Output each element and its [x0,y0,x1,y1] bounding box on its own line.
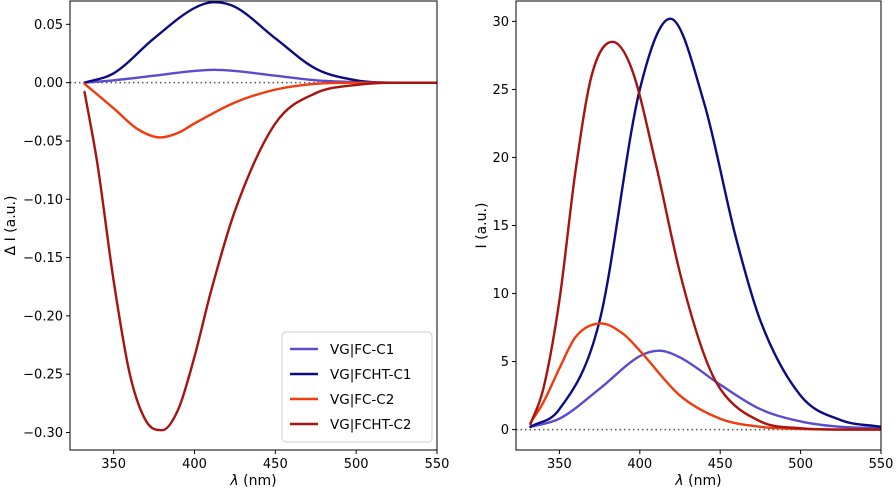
y-tick-label: 0.00 [34,76,63,91]
y-tick-label: −0.05 [23,134,63,149]
left-plot-panel: 350 400 450 500 550 0.05 0.00 −0.05 −0.10 −0.15 −0… [3,0,450,489]
y-tick-label: 5 [501,355,509,370]
axes-frame [69,0,438,451]
x-tick-label: 500 [344,457,369,472]
axes-frame [515,0,882,451]
x-tick-label: 450 [708,457,733,472]
y-tick-label: −0.30 [23,426,63,441]
x-tick-label: 400 [627,457,652,472]
x-tick-label: 350 [547,457,572,472]
x-tick-label: 400 [182,457,207,472]
y-tick-label: 15 [492,219,509,234]
legend-label-vg-fcht-c2: VG|FCHT-C2 [330,417,411,433]
y-tick-label: −0.10 [23,193,63,208]
y-tick-label: −0.20 [23,309,63,324]
x-tick-label: 450 [263,457,288,472]
y-tick-label: −0.25 [23,368,63,383]
legend-box [281,331,433,443]
x-tick-label: 550 [425,457,450,472]
x-tick-label: 550 [869,457,894,472]
series-line-vg-fcht-c1 [529,17,881,429]
y-tick-label: 10 [492,287,509,302]
x-tick-label: 350 [101,457,126,472]
x-axis-label: λ (nm) [229,473,276,489]
legend-label-vg-fcht-c1: VG|FCHT-C1 [330,367,411,383]
series-line-vg-fcht-c1 [83,1,437,84]
y-tick-label: 30 [492,15,509,30]
y-tick-label: −0.15 [23,251,63,266]
y-axis-label: I (a.u.) [474,203,490,249]
y-tick-label: 25 [492,83,509,98]
series-line-vg-fc-c2 [529,322,881,431]
right-plot-panel: 350 400 450 500 550 0 5 10 15 20 25 30 λ (nm) I (a.u.… [474,0,894,489]
legend-label-vg-fc-c1: VG|FC-C1 [330,342,394,358]
y-tick-label: 20 [492,151,509,166]
series-line-vg-fcht-c2 [83,81,437,432]
series-line-vg-fc-c1 [529,349,881,430]
series-line-vg-fc-c2 [83,81,437,139]
legend-label-vg-fc-c2: VG|FC-C2 [330,392,394,408]
x-axis-label: λ (nm) [674,473,721,489]
x-tick-label: 500 [788,457,813,472]
y-tick-label: 0 [501,423,509,438]
y-tick-label: 0.05 [34,18,63,33]
legend: VG|FC-C1 VG|FCHT-C1 VG|FC-C2 VG|FCHT-C2 [281,331,433,443]
series-line-vg-fcht-c2 [529,40,881,431]
y-axis-label: Δ I (a.u.) [3,196,19,256]
series-line-vg-fc-c1 [83,68,437,84]
